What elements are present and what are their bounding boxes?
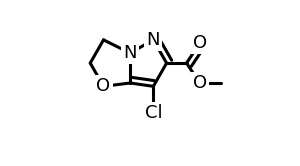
Text: N: N bbox=[147, 31, 160, 49]
Text: N: N bbox=[123, 44, 137, 62]
Text: O: O bbox=[193, 34, 207, 52]
Text: O: O bbox=[97, 77, 111, 95]
Text: O: O bbox=[193, 74, 207, 92]
Text: Cl: Cl bbox=[145, 104, 162, 122]
